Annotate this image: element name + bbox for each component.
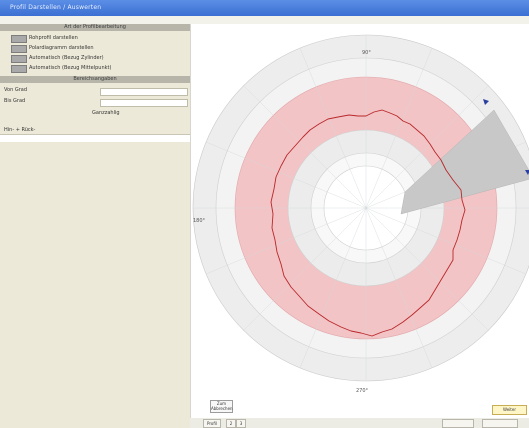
status-field — [442, 419, 474, 428]
sector-handle-icon[interactable] — [483, 99, 489, 105]
polar-diagram: 90° 180° 270° — [192, 34, 529, 394]
angle-label-bottom: 270° — [356, 388, 369, 394]
section-header-profile-mode: Art der Profilbearbeitung — [0, 24, 190, 31]
page-button-label: Profil — [207, 421, 217, 426]
sidebar-item-label: Polardiagramm darstellen — [29, 45, 94, 51]
sidebar-item-center[interactable]: Automatisch (Bezug Mittelpunkt) — [7, 64, 182, 73]
to-degree-field[interactable] — [100, 99, 188, 107]
sidebar-item-raw-profile[interactable]: Rohprofil darstellen — [7, 34, 182, 43]
page-button-profile[interactable]: Profil — [203, 419, 221, 428]
angle-label-top: 90° — [362, 50, 371, 56]
sidebar: Art der Profilbearbeitung Rohprofil dars… — [0, 24, 190, 428]
sidebar-item-label: Rohprofil darstellen — [29, 35, 78, 41]
title-bar: Profil Darstellen / Auswerten — [0, 0, 529, 16]
status-bar: Profil 2 3 — [190, 418, 529, 428]
sidebar-item-label: Automatisch (Bezug Mittelpunkt) — [29, 65, 112, 71]
profile-icon — [11, 35, 27, 43]
selection-sector[interactable] — [400, 109, 529, 215]
from-degree-field[interactable] — [100, 88, 188, 96]
window-title: Profil Darstellen / Auswerten — [10, 4, 102, 11]
polar-plot-canvas: 90° 180° 270° — [190, 24, 529, 418]
center-icon — [11, 65, 27, 73]
to-degree-label: Bis Grad — [4, 98, 26, 104]
sidebar-item-label: Automatisch (Bezug Zylinder) — [29, 55, 104, 61]
from-degree-label: Von Grad — [4, 87, 28, 93]
page-button-label: 3 — [239, 421, 243, 426]
sidebar-item-polar[interactable]: Polardiagramm darstellen — [7, 44, 182, 53]
range-label: Hin- + Rück- — [4, 127, 36, 133]
polar-icon — [11, 45, 27, 53]
continue-button[interactable]: Weiter — [492, 405, 527, 415]
range-field[interactable] — [0, 134, 190, 142]
scale-button-label: Zum Abbrechen — [211, 401, 233, 411]
status-field — [482, 419, 518, 428]
page-button-3[interactable]: 3 — [236, 419, 246, 428]
radial-grid — [193, 35, 529, 381]
cylinder-icon — [11, 55, 27, 63]
scale-button[interactable]: Zum Abbrechen — [210, 400, 233, 413]
page-button-2[interactable]: 2 — [226, 419, 236, 428]
profile-trace — [270, 109, 466, 337]
integer-label: Ganzzahlig — [92, 110, 120, 116]
sector-handle-icon[interactable] — [525, 170, 529, 175]
sidebar-item-cylinder[interactable]: Automatisch (Bezug Zylinder) — [7, 54, 182, 63]
section-header-range: Bereichsangaben — [0, 76, 190, 83]
continue-button-label: Weiter — [503, 407, 516, 412]
angle-label-left: 180° — [193, 218, 206, 224]
page-button-label: 2 — [229, 421, 233, 426]
